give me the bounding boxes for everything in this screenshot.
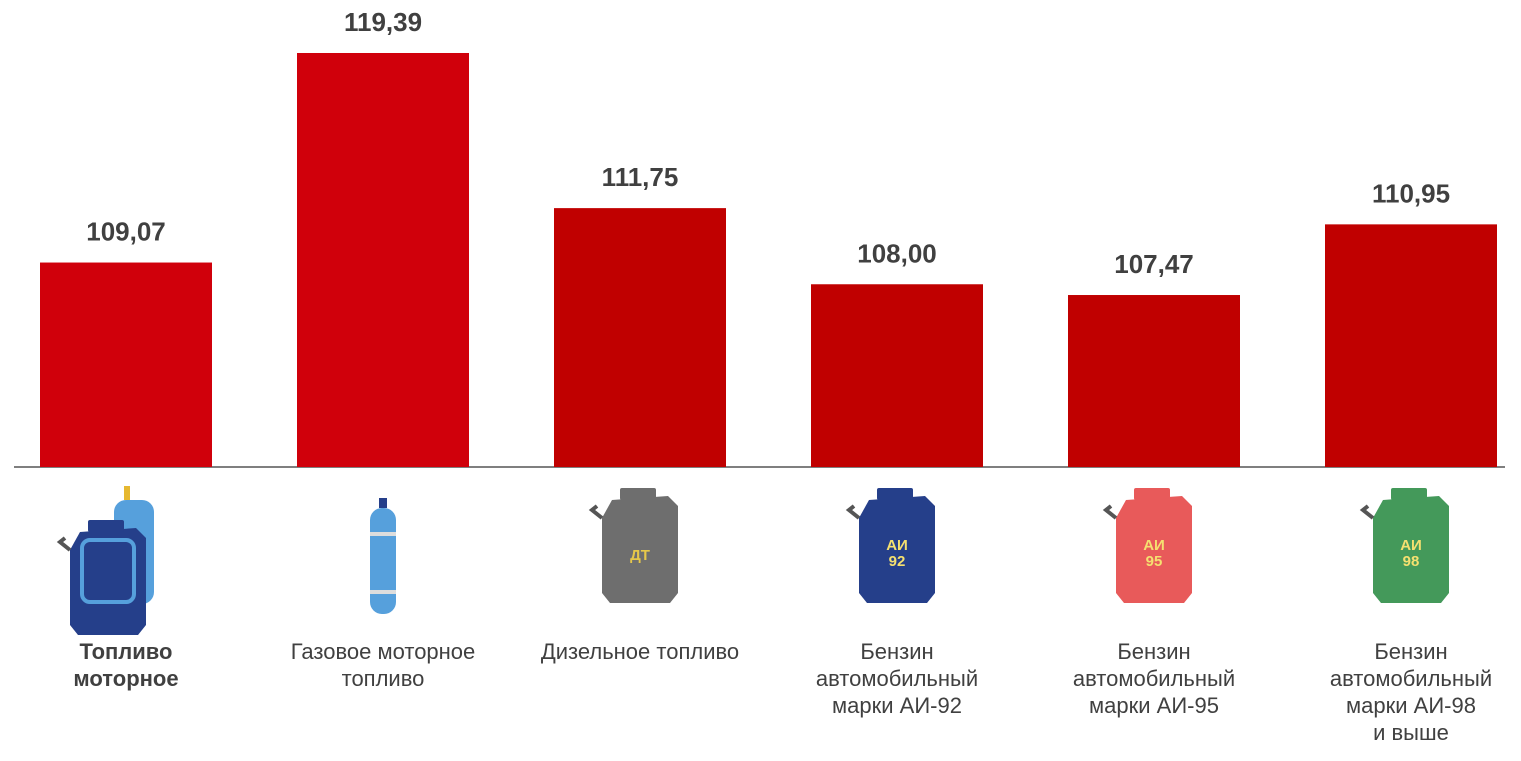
icon-label: АИ 95	[1143, 537, 1165, 570]
icon-shape	[859, 496, 935, 603]
icon-shape	[877, 488, 913, 500]
icon-shape	[588, 504, 604, 520]
icon-shape	[1359, 504, 1375, 520]
bar	[1325, 224, 1497, 467]
bar	[1068, 295, 1240, 467]
icon	[1102, 488, 1192, 603]
icon-shape	[88, 520, 124, 532]
category-label: Бензин автомобильный марки АИ-98 и выше	[1329, 639, 1493, 745]
category-label: Дизельное топливо	[540, 639, 740, 664]
icon-shape	[80, 538, 136, 604]
icon-label: АИ 98	[1400, 537, 1422, 570]
icon-shape	[124, 486, 130, 500]
icon-shape	[845, 504, 861, 520]
icon-shape	[620, 488, 656, 500]
bar	[811, 284, 983, 467]
bar	[554, 208, 726, 467]
category-label: Бензин автомобильный марки АИ-92	[815, 639, 979, 718]
icon-shape	[602, 496, 678, 603]
icon-label: ДТ	[630, 547, 650, 564]
icon-shape	[370, 532, 396, 536]
icon-shape	[370, 590, 396, 594]
value-label: 111,75	[602, 162, 679, 192]
icon-shape	[379, 498, 387, 508]
bar	[297, 52, 469, 467]
icon	[845, 488, 935, 603]
icon-shape	[1116, 496, 1192, 603]
category-label: Топливо моторное	[73, 639, 179, 691]
icon	[1359, 488, 1449, 603]
value-label: 109,07	[86, 217, 166, 247]
icon	[56, 520, 146, 635]
value-label: 119,39	[344, 7, 422, 37]
icon-shape	[1102, 504, 1118, 520]
category-label: Бензин автомобильный марки АИ-95	[1072, 639, 1236, 718]
icon-shape	[1134, 488, 1170, 500]
category-label: Газовое моторное топливо	[290, 639, 476, 691]
value-label: 108,00	[857, 238, 937, 268]
icon-label: АИ 92	[886, 537, 908, 570]
bar	[40, 262, 212, 467]
icon-shape	[70, 528, 146, 635]
icon	[588, 488, 678, 603]
value-label: 107,47	[1114, 249, 1194, 279]
icon-shape	[1391, 488, 1427, 500]
value-label: 110,95	[1372, 178, 1450, 208]
icon-shape	[370, 508, 396, 614]
icon-shape	[1373, 496, 1449, 603]
icon-shape	[56, 536, 72, 552]
